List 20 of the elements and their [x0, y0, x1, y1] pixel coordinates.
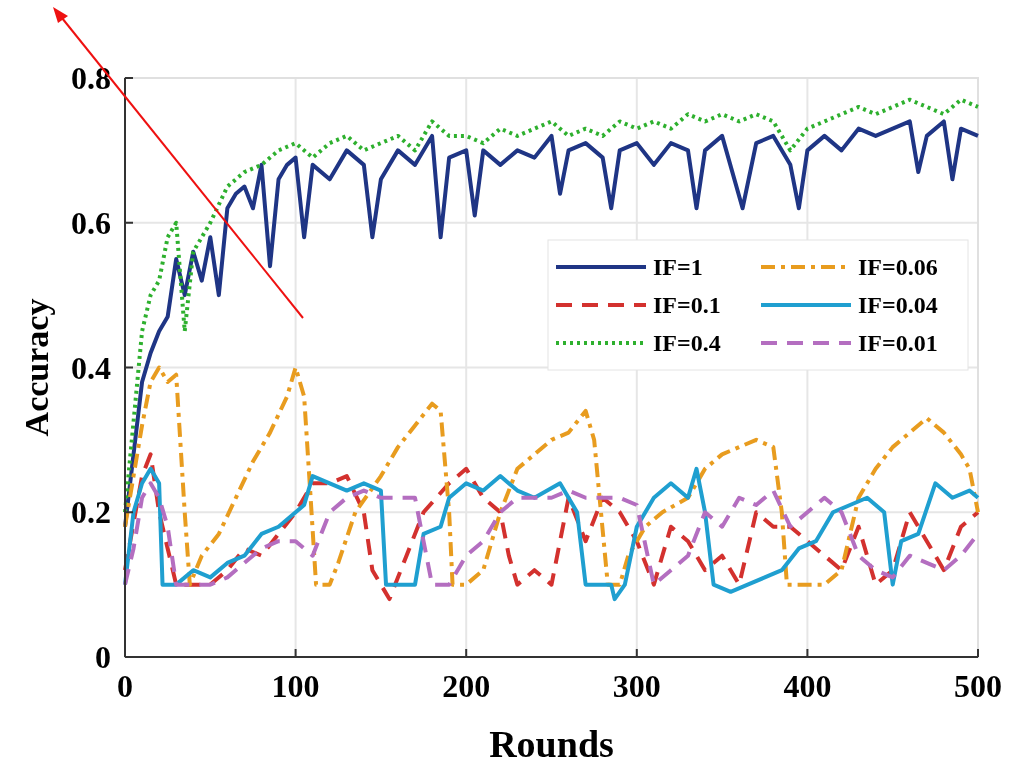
x-tick-label: 0: [117, 668, 133, 704]
y-tick-label: 0.6: [71, 204, 111, 241]
x-tick-label: 300: [612, 668, 661, 704]
y-tick-label: 0.2: [71, 494, 111, 531]
legend-label: IF=0.04: [858, 292, 938, 319]
legend-label: IF=1: [653, 254, 703, 281]
y-tick-label: 0.4: [71, 349, 111, 386]
legend-label: IF=0.4: [653, 330, 721, 357]
line-series: [123, 365, 980, 587]
y-tick-label: 0: [95, 639, 111, 676]
legend-label: IF=0.06: [858, 254, 938, 281]
legend-label: IF=0.01: [858, 330, 938, 357]
x-axis-title: Rounds: [489, 723, 614, 765]
y-tick-label: 0.8: [71, 60, 111, 97]
x-tick-label: 400: [783, 668, 832, 704]
x-tick-label: 200: [442, 668, 491, 704]
y-axis-title: Accuracy: [18, 298, 55, 437]
legend-label: IF=0.1: [653, 292, 721, 319]
x-tick-label: 100: [271, 668, 320, 704]
x-tick-label: 500: [954, 668, 1002, 704]
